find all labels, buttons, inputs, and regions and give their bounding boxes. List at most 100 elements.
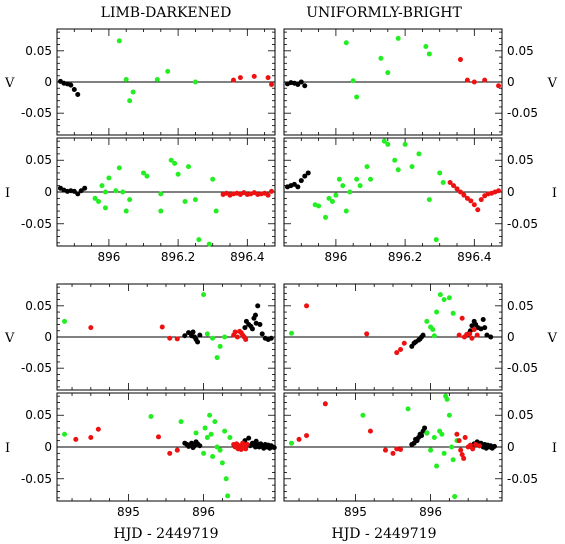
data-point-green — [336, 176, 342, 182]
data-point-green — [116, 165, 122, 171]
right-x-axis-label: HJD - 2449719 — [331, 526, 436, 542]
data-point-red — [243, 446, 249, 452]
data-point-green — [130, 89, 136, 95]
data-point-red — [155, 434, 161, 440]
data-point-green — [127, 98, 133, 104]
y-tick-label: -0.05 — [507, 472, 538, 486]
data-point-green — [201, 450, 207, 456]
data-point-green — [381, 138, 387, 144]
data-point-green — [102, 189, 108, 195]
data-point-green — [123, 208, 129, 214]
data-point-black — [257, 322, 263, 328]
data-point-black — [197, 332, 203, 338]
data-point-green — [333, 192, 339, 198]
data-point-red — [265, 75, 271, 81]
panel-tr-V: 0.05 0 -0.05 V — [283, 28, 558, 136]
data-point-green — [212, 419, 218, 425]
panel-br-V: 0.05 0 -0.05 V — [283, 283, 558, 391]
data-point-green — [222, 334, 228, 340]
data-point-green — [323, 214, 329, 220]
data-point-green — [172, 160, 178, 166]
data-point-black — [253, 320, 259, 326]
data-point-black — [75, 191, 81, 197]
data-point-green — [148, 414, 154, 420]
data-point-green — [222, 428, 228, 434]
band-label: V — [547, 76, 558, 91]
data-point-green — [96, 199, 102, 205]
data-point-green — [214, 444, 220, 450]
data-point-green — [402, 141, 408, 147]
data-point-green — [123, 77, 129, 83]
y-tick-label: 0.05 — [25, 44, 52, 58]
data-point-green — [452, 494, 458, 500]
data-point-red — [454, 186, 460, 192]
data-point-green — [225, 493, 231, 499]
data-point-red — [462, 434, 468, 440]
y-tick-label: 0 — [507, 185, 515, 199]
data-point-red — [458, 447, 464, 453]
data-point-red — [474, 332, 480, 338]
data-point-red — [304, 433, 310, 439]
band-label: V — [4, 331, 15, 346]
data-point-red — [447, 179, 453, 185]
y-tick-label: -0.05 — [507, 106, 538, 120]
y-tick-label: -0.05 — [21, 106, 52, 120]
y-tick-label: 0.05 — [25, 408, 52, 422]
data-point-red — [457, 189, 463, 195]
data-point-green — [62, 318, 68, 324]
data-point-red — [456, 438, 462, 444]
panel-bl-I: 0.05 0 -0.05 I 895 896 — [5, 392, 277, 519]
data-point-green — [450, 310, 456, 316]
y-tick-label: -0.05 — [21, 472, 52, 486]
data-point-green — [92, 195, 98, 201]
data-point-green — [227, 434, 233, 440]
data-point-red — [167, 335, 173, 341]
data-point-red — [269, 188, 275, 194]
data-point-black — [82, 185, 88, 191]
data-point-black — [71, 188, 77, 194]
data-point-red — [467, 442, 473, 448]
data-point-red — [459, 315, 465, 321]
data-point-black — [491, 443, 497, 449]
data-point-red — [243, 336, 249, 342]
data-point-green — [424, 318, 430, 324]
data-point-green — [364, 164, 370, 170]
data-point-green — [428, 447, 434, 453]
data-point-green — [423, 43, 429, 49]
data-point-black — [190, 329, 196, 335]
data-point-black — [419, 433, 425, 439]
data-point-green — [289, 440, 295, 446]
data-point-green — [392, 157, 398, 163]
data-point-green — [214, 355, 220, 361]
data-point-red — [382, 447, 388, 453]
data-point-red — [234, 334, 240, 340]
y-tick-label: 0 — [507, 440, 515, 454]
y-tick-label: 0.05 — [25, 153, 52, 167]
data-point-red — [456, 332, 462, 338]
band-label: I — [552, 186, 557, 201]
data-point-black — [291, 181, 297, 187]
x-tick-label: 896 — [324, 250, 347, 264]
data-point-green — [426, 197, 432, 203]
data-point-red — [88, 434, 94, 440]
data-point-green — [217, 343, 223, 349]
data-point-red — [167, 450, 173, 456]
data-point-black — [305, 170, 311, 176]
panel-bl-V: 0.05 0 -0.05 V — [4, 283, 276, 391]
data-point-green — [204, 434, 210, 440]
y-tick-label: 0.05 — [507, 299, 534, 313]
data-point-red — [470, 446, 476, 452]
data-point-green — [62, 431, 68, 437]
data-point-green — [175, 171, 181, 177]
data-point-red — [473, 441, 479, 447]
x-tick-label: 895 — [117, 505, 140, 519]
data-point-black — [302, 173, 308, 179]
data-point-black — [302, 83, 308, 89]
light-curve-panels: 0.05 0 -0.05 V 0.05 0 -0.05 V 0.05 0 -0.05 I 896 896.… — [4, 28, 558, 519]
data-point-black — [268, 335, 274, 341]
x-tick-label: 896 — [192, 505, 215, 519]
data-point-red — [367, 428, 373, 434]
data-point-red — [265, 192, 271, 198]
data-point-black — [298, 79, 304, 85]
data-point-green — [409, 164, 415, 170]
